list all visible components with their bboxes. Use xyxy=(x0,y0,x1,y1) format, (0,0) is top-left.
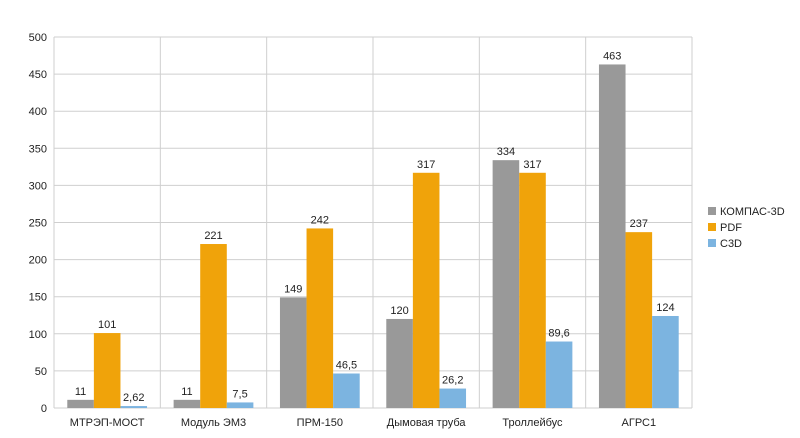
bar xyxy=(120,406,148,408)
y-tick-label: 500 xyxy=(29,32,47,44)
data-label: 334 xyxy=(497,146,515,158)
y-tick-label: 250 xyxy=(29,218,47,230)
bar xyxy=(412,172,440,408)
bar xyxy=(333,373,360,408)
data-label: 463 xyxy=(603,50,621,62)
bar xyxy=(652,315,679,408)
bar xyxy=(200,244,227,408)
category-label: ПРМ-150 xyxy=(297,417,343,429)
data-label: 317 xyxy=(417,159,435,171)
y-tick-label: 150 xyxy=(29,292,47,304)
y-tick-label: 300 xyxy=(29,180,47,192)
category-label: Модуль ЭМ3 xyxy=(181,417,246,429)
data-label: 7,5 xyxy=(232,388,247,400)
data-label: 101 xyxy=(98,319,116,331)
bar xyxy=(67,399,94,408)
legend-swatch xyxy=(708,207,716,215)
data-label: 26,2 xyxy=(442,375,463,387)
data-label: 317 xyxy=(523,159,541,171)
data-label: 11 xyxy=(181,386,192,398)
bar xyxy=(93,333,121,408)
bar xyxy=(492,160,520,408)
y-tick-label: 100 xyxy=(29,329,47,341)
data-label: 124 xyxy=(656,302,674,314)
category-label: Дымовая труба xyxy=(387,417,467,429)
x-axis-categories: МТРЭП-МОСТ Модуль ЭМ3 ПРМ-150 Дымовая труба… xyxy=(70,417,656,429)
y-tick-label: 50 xyxy=(35,366,47,378)
y-tick-label: 0 xyxy=(41,403,47,415)
legend-swatch xyxy=(708,239,716,247)
data-label: 46,5 xyxy=(336,359,357,371)
data-label: 11 xyxy=(75,386,86,398)
legend-label: C3D xyxy=(720,238,742,250)
bar xyxy=(173,399,201,408)
legend-label: PDF xyxy=(720,222,742,234)
bar xyxy=(545,341,573,408)
data-label: 2,62 xyxy=(123,392,144,404)
y-tick-label: 200 xyxy=(29,255,47,267)
data-label: 221 xyxy=(204,230,222,242)
data-label: 237 xyxy=(630,218,648,230)
y-tick-label: 350 xyxy=(29,143,47,155)
bar xyxy=(519,172,546,408)
gridlines xyxy=(53,36,693,409)
bar xyxy=(226,402,254,408)
bar xyxy=(279,297,307,408)
bar xyxy=(625,232,653,408)
y-tick-label: 450 xyxy=(29,69,47,81)
bar xyxy=(598,64,626,408)
legend-label: КОМПАС-3D xyxy=(720,206,785,218)
legend: КОМПАС-3D PDF C3D xyxy=(708,206,785,250)
bar xyxy=(439,388,467,408)
category-label: МТРЭП-МОСТ xyxy=(70,417,145,429)
bar xyxy=(386,318,413,408)
bar xyxy=(306,228,334,408)
legend-swatch xyxy=(708,223,716,231)
bars xyxy=(67,64,679,408)
data-label: 89,6 xyxy=(548,328,569,340)
data-labels: 11 101 2,62 11 221 7,5 149 242 46,5 120 317 26,2 334… xyxy=(75,50,675,404)
category-label: АГРС1 xyxy=(622,417,657,429)
data-label: 242 xyxy=(311,214,329,226)
data-label: 149 xyxy=(284,283,302,295)
y-axis-ticks: 0 50 100 150 200 250 300 350 400 450 500 xyxy=(29,32,47,415)
y-tick-label: 400 xyxy=(29,106,47,118)
category-label: Троллейбус xyxy=(502,417,563,429)
data-label: 120 xyxy=(390,305,408,317)
